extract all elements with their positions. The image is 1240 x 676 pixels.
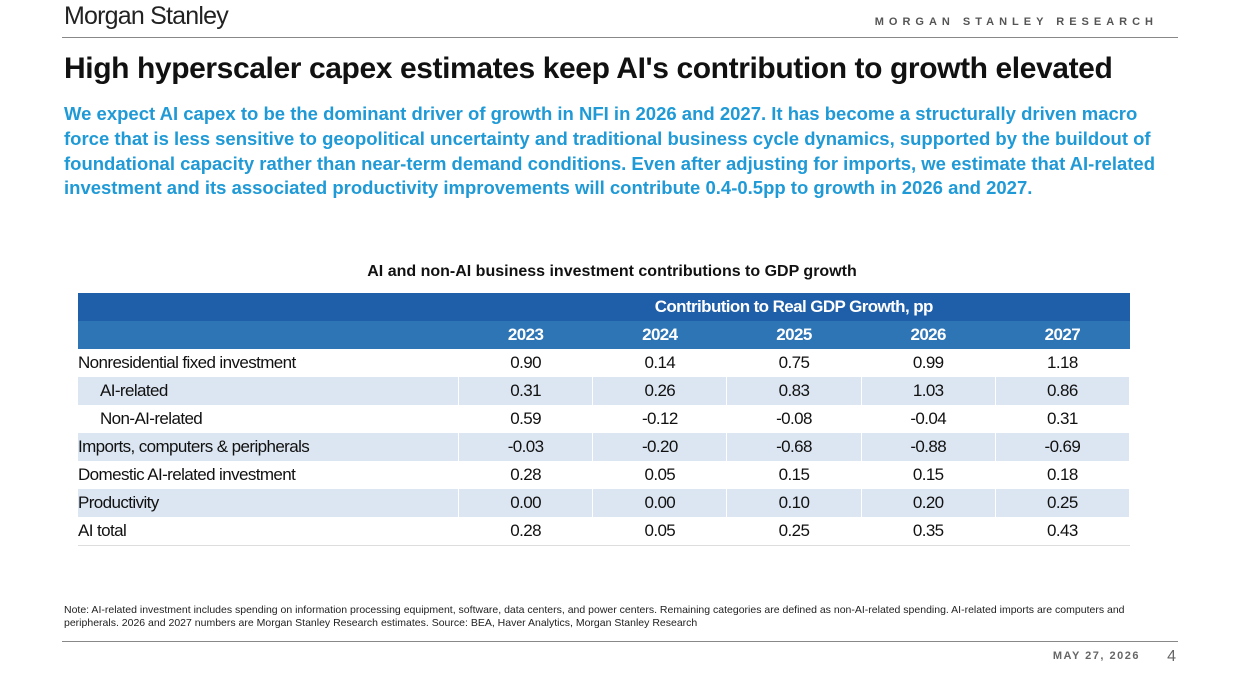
cell: 0.25 (995, 489, 1131, 517)
cell: 0.00 (592, 489, 728, 517)
cell: 0.99 (861, 349, 996, 377)
cell: 0.14 (592, 349, 728, 377)
cell: -0.04 (861, 405, 996, 433)
cell: 0.00 (458, 489, 594, 517)
cell: -0.69 (995, 433, 1131, 461)
column-header: 2024 (592, 321, 727, 349)
cell: 0.05 (592, 461, 728, 489)
cell: -0.03 (458, 433, 594, 461)
cell: 1.03 (861, 377, 996, 405)
cell: 0.83 (726, 377, 862, 405)
table-row: Nonresidential fixed investment 0.90 0.14 0… (78, 349, 1131, 377)
cell: 0.90 (458, 349, 594, 377)
cell: -0.88 (861, 433, 996, 461)
table-title: AI and non-AI business investment contri… (367, 263, 857, 280)
table-row: Productivity 0.00 0.00 0.10 0.20 0.25 (78, 489, 1131, 517)
cell: 0.18 (995, 461, 1131, 489)
row-label: Domestic AI-related investment (78, 461, 460, 489)
cell: 0.28 (458, 517, 594, 546)
cell: -0.68 (726, 433, 862, 461)
cell: 0.86 (995, 377, 1131, 405)
column-header: 2026 (861, 321, 996, 349)
date: MAY 27, 2026 (1052, 650, 1140, 662)
cell: 0.28 (458, 461, 594, 489)
rule (62, 641, 1178, 642)
cell: -0.08 (726, 405, 862, 433)
cell: -0.20 (592, 433, 728, 461)
tagline: MORGAN STANLEY RESEARCH (874, 16, 1158, 28)
table-row: Non-AI-related 0.59 -0.12 -0.08 -0.04 0.31 (78, 405, 1131, 433)
column-header: 2027 (995, 321, 1130, 349)
cell: 0.15 (861, 461, 996, 489)
column-header: 2023 (458, 321, 593, 349)
cell: 0.35 (861, 517, 996, 546)
cell: 0.43 (995, 517, 1131, 546)
table-row: AI total 0.28 0.05 0.25 0.35 0.43 (78, 517, 1131, 546)
table: Contribution to Real GDP Growth, pp 2023… (78, 293, 1131, 546)
header-cell (78, 321, 459, 349)
row-label: Productivity (78, 489, 460, 517)
table-row: Imports, computers & peripherals -0.03 -0.… (78, 433, 1131, 461)
cell: 0.15 (726, 461, 862, 489)
logo: Morgan Stanley (64, 2, 229, 30)
table-header: Contribution to Real GDP Growth, pp (78, 293, 1130, 321)
cell: 0.59 (458, 405, 594, 433)
note: Note: AI-related investment includes spe… (64, 604, 1125, 629)
row-label: Nonresidential fixed investment (78, 349, 460, 377)
title: High hyperscaler capex estimates keep AI… (64, 52, 1113, 85)
row-label: AI total (78, 517, 460, 546)
table-row: AI-related 0.31 0.26 0.83 1.03 0.86 (78, 377, 1131, 405)
table-row: Domestic AI-related investment 0.28 0.05 0.… (78, 461, 1131, 489)
cell: 0.05 (592, 517, 728, 546)
cell: -0.12 (592, 405, 728, 433)
column-header: 2025 (726, 321, 862, 349)
cell: 0.31 (458, 377, 594, 405)
cell: 0.20 (861, 489, 996, 517)
cell: 0.26 (592, 377, 728, 405)
row-label: Imports, computers & peripherals (78, 433, 460, 461)
cell: 0.25 (726, 517, 862, 546)
cell: 0.75 (726, 349, 862, 377)
subtitle: We expect AI capex to be the dominant dr… (64, 103, 1156, 199)
row-label: AI-related (78, 377, 460, 405)
cell: 0.31 (995, 405, 1131, 433)
page-number: 4 (1167, 648, 1176, 665)
rule (62, 37, 1178, 38)
cell: 1.18 (995, 349, 1131, 377)
row-label: Non-AI-related (78, 405, 460, 433)
cell: 0.10 (726, 489, 862, 517)
